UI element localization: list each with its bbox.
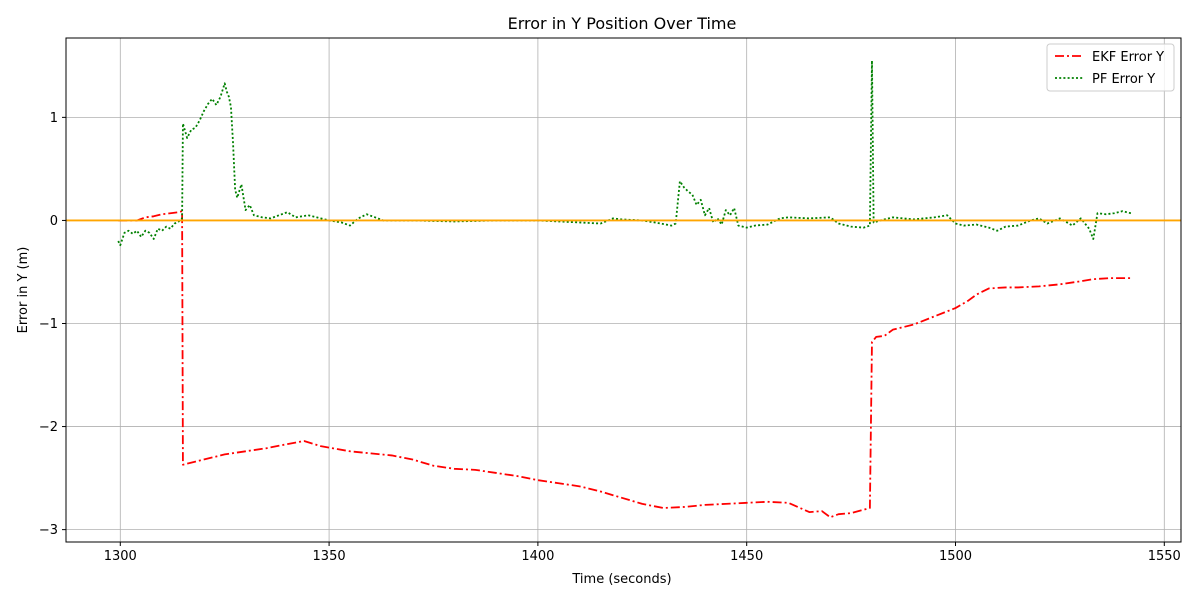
chart-title: Error in Y Position Over Time [508, 14, 737, 33]
x-tick-label-4: 1500 [939, 549, 972, 564]
y-tick-label-4: −3 [39, 523, 58, 538]
x-tick-label-1: 1350 [313, 549, 346, 564]
x-axis-label: Time (seconds) [571, 572, 671, 587]
series-line-ekf [118, 210, 1131, 519]
axes-frame [65, 37, 1182, 543]
y-tick-label-1: 0 [50, 214, 58, 229]
y-tick-label-3: −2 [39, 420, 58, 435]
x-tick-label-2: 1400 [521, 549, 554, 564]
legend: EKF Error Y PF Error Y [1046, 43, 1175, 92]
x-tick-label-3: 1450 [730, 549, 763, 564]
y-tick-label-2: −1 [39, 317, 58, 332]
y-axis-label: Error in Y (m) [16, 247, 31, 334]
x-tick-label-5: 1550 [1148, 549, 1181, 564]
x-tick-label-0: 1300 [104, 549, 137, 564]
legend-label-pf: PF Error Y [1092, 72, 1155, 87]
plot-area: 1300 1350 1400 1450 1500 1550 1 0 −1 −2 −3 [39, 37, 1182, 564]
legend-label-ekf: EKF Error Y [1092, 50, 1164, 65]
y-tick-label-0: 1 [50, 111, 58, 126]
